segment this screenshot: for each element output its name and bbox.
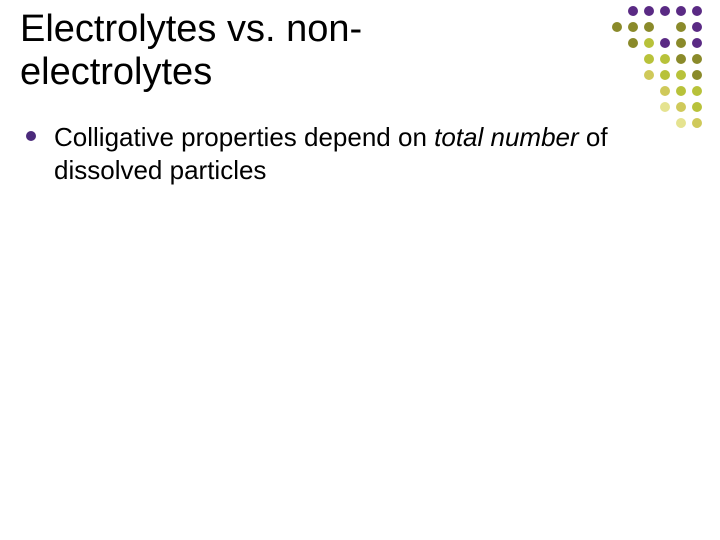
decor-dot: [676, 6, 686, 16]
decor-dot: [692, 118, 702, 128]
decor-dot: [676, 54, 686, 64]
bullet-list: Colligative properties depend on total n…: [20, 121, 700, 186]
decor-dot: [644, 6, 654, 16]
decor-dot: [692, 70, 702, 80]
decor-dot: [660, 102, 670, 112]
decor-dot: [660, 6, 670, 16]
decor-dot: [676, 118, 686, 128]
bullet-text-italic: total number: [434, 122, 579, 152]
bullet-text-pre: Colligative properties depend on: [54, 122, 434, 152]
decor-dot: [692, 38, 702, 48]
decor-dot: [644, 70, 654, 80]
decor-dot: [676, 38, 686, 48]
decor-dot: [692, 54, 702, 64]
list-item: Colligative properties depend on total n…: [26, 121, 700, 186]
decor-dot: [676, 86, 686, 96]
slide: Electrolytes vs. non-electrolytes Collig…: [0, 0, 720, 540]
decor-dot: [692, 102, 702, 112]
decor-dot: [628, 6, 638, 16]
decorative-dot-grid: [596, 6, 704, 130]
decor-dot: [692, 86, 702, 96]
decor-dot: [660, 70, 670, 80]
decor-dot: [644, 38, 654, 48]
decor-dot: [644, 22, 654, 32]
decor-dot: [612, 22, 622, 32]
decor-dot: [676, 102, 686, 112]
decor-dot: [676, 22, 686, 32]
bullet-marker-icon: [26, 131, 36, 141]
decor-dot: [660, 86, 670, 96]
decor-dot: [692, 6, 702, 16]
slide-title: Electrolytes vs. non-electrolytes: [20, 8, 520, 93]
decor-dot: [660, 38, 670, 48]
decor-dot: [692, 22, 702, 32]
decor-dot: [660, 54, 670, 64]
bullet-text: Colligative properties depend on total n…: [54, 121, 694, 186]
decor-dot: [676, 70, 686, 80]
decor-dot: [628, 22, 638, 32]
decor-dot: [644, 54, 654, 64]
decor-dot: [628, 38, 638, 48]
